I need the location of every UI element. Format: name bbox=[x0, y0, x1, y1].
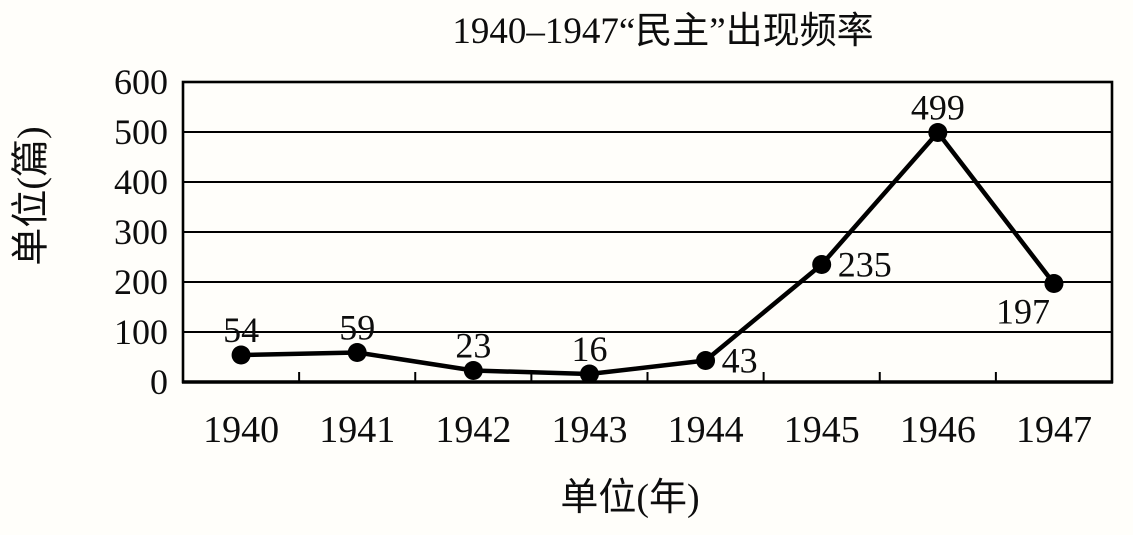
data-point-1941 bbox=[347, 343, 367, 362]
y-tick-labels: 0 100 200 300 400 500 600 bbox=[114, 62, 168, 402]
value-label-1944: 43 bbox=[722, 341, 758, 381]
data-line bbox=[238, 130, 1057, 377]
x-tick-label-1944: 1944 bbox=[668, 409, 744, 451]
value-label-1941: 59 bbox=[339, 308, 375, 348]
x-tick-label-1940: 1940 bbox=[203, 409, 279, 451]
value-label-1940: 54 bbox=[223, 310, 259, 350]
value-label-1947: 197 bbox=[996, 292, 1050, 332]
data-point-1947 bbox=[1044, 274, 1064, 293]
data-point-1943 bbox=[579, 364, 599, 384]
x-tick-label-1943: 1943 bbox=[551, 409, 627, 451]
y-tick-label-500: 500 bbox=[114, 112, 168, 152]
data-point-1942 bbox=[463, 361, 483, 380]
value-label-1943: 16 bbox=[571, 329, 607, 369]
y-tick-label-100: 100 bbox=[114, 312, 168, 352]
value-label-1942: 23 bbox=[455, 326, 491, 366]
x-tick-label-1947: 1947 bbox=[1016, 409, 1092, 451]
gridlines bbox=[183, 131, 1112, 333]
chart-title: 1940–1947“民主”出现频率 bbox=[452, 11, 874, 52]
x-tick-label-1945: 1945 bbox=[784, 409, 860, 451]
value-labels: 54 59 23 16 43 235 499 197 bbox=[223, 88, 1050, 381]
x-tick-label-1942: 1942 bbox=[435, 409, 511, 451]
value-label-1945: 235 bbox=[838, 245, 892, 285]
x-tick-label-1941: 1941 bbox=[319, 409, 395, 451]
y-tick-label-300: 300 bbox=[114, 212, 168, 252]
x-axis-title: 单位(年) bbox=[560, 477, 700, 519]
y-tick-label-600: 600 bbox=[114, 62, 168, 102]
data-points bbox=[231, 123, 1064, 384]
y-tick-label-0: 0 bbox=[150, 362, 168, 402]
data-point-1946 bbox=[928, 123, 948, 142]
data-point-1945 bbox=[812, 255, 832, 274]
y-tick-label-200: 200 bbox=[114, 262, 168, 302]
y-tick-label-400: 400 bbox=[114, 162, 168, 202]
data-point-1944 bbox=[696, 351, 716, 370]
data-point-1940 bbox=[231, 345, 251, 365]
x-tick-label-1946: 1946 bbox=[900, 409, 976, 451]
x-tick-labels: 1940 1941 1942 1943 1944 1945 1946 1947 bbox=[203, 409, 1092, 451]
value-label-1946: 499 bbox=[911, 88, 965, 128]
